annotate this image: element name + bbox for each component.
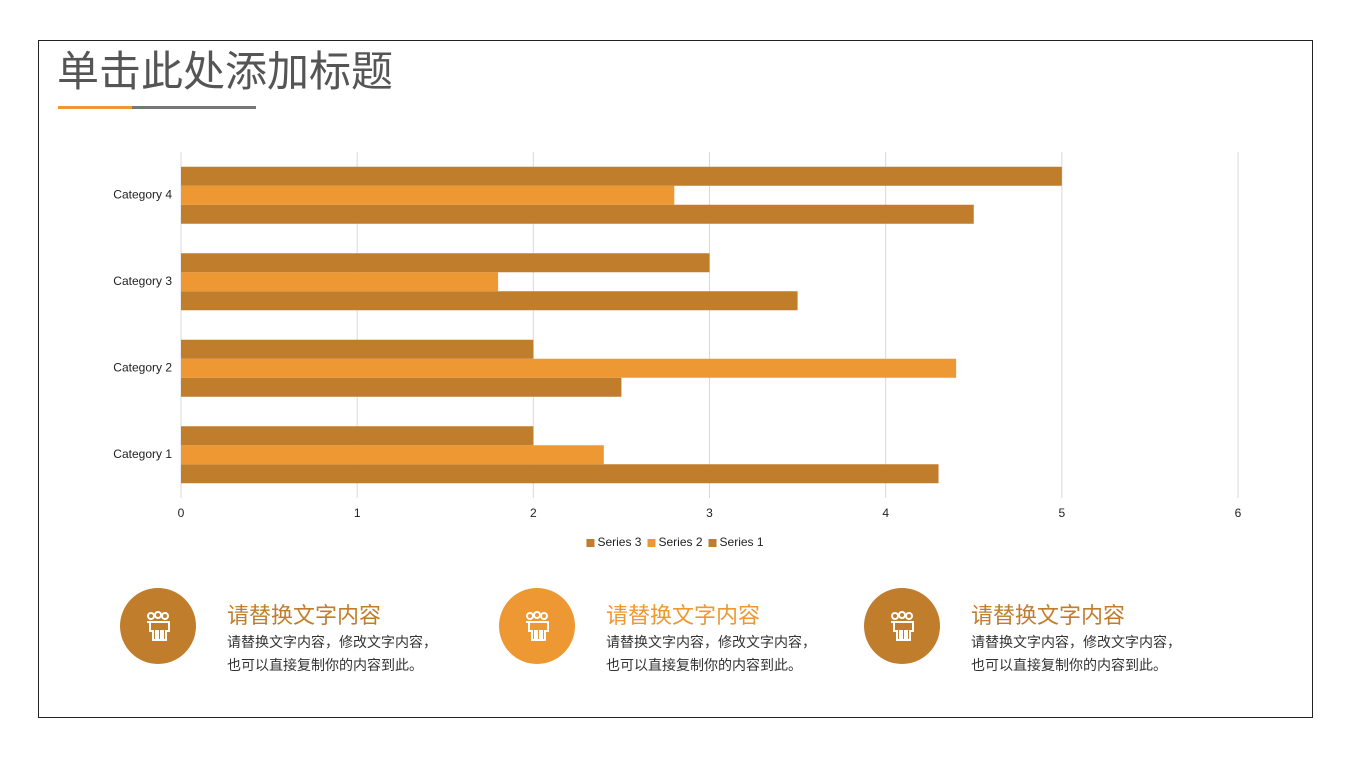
chart: 0 1 2 3 4 5 6 Category 1 Category 2 Category 3 Cat… <box>113 152 1242 549</box>
x-tick-label: 4 <box>882 506 889 520</box>
bar <box>181 426 534 446</box>
feature-heading: 请替换文字内容 <box>227 604 382 629</box>
legend-swatch <box>708 539 717 547</box>
feature-text: 请替换文字内容，修改文字内容， <box>971 635 1181 651</box>
bar <box>181 253 710 273</box>
y-tick-label: Category 1 <box>113 447 172 461</box>
feature: 请替换文字内容请替换文字内容，修改文字内容， 也可以直接复制你的内容到此。 <box>499 588 859 678</box>
feature-text: 请替换文字内容，修改文字内容， <box>227 635 437 651</box>
legend-swatch <box>647 539 656 547</box>
legend-swatch <box>586 539 595 547</box>
bar <box>181 272 499 292</box>
bar <box>181 358 957 378</box>
people-icon <box>891 611 914 641</box>
feature-circle <box>864 588 940 664</box>
bar <box>181 291 798 311</box>
x-tick-label: 1 <box>354 506 361 520</box>
feature: 请替换文字内容请替换文字内容，修改文字内容， 也可以直接复制你的内容到此。 <box>120 588 480 678</box>
bar <box>181 166 1062 186</box>
legend: Series 3 Series 2 Series 1 <box>586 535 764 549</box>
x-tick-label: 2 <box>530 506 537 520</box>
people-icon <box>526 611 549 641</box>
y-tick-label: Category 4 <box>113 187 172 201</box>
feature-circle <box>120 588 196 664</box>
feature-heading: 请替换文字内容 <box>971 604 1126 629</box>
y-tick-label: Category 3 <box>113 274 172 288</box>
bar <box>181 464 939 484</box>
bar <box>181 377 622 397</box>
bar <box>181 445 604 465</box>
feature-text: 也可以直接复制你的内容到此。 <box>227 658 423 674</box>
feature-circle <box>499 588 575 664</box>
x-tick-label: 6 <box>1235 506 1242 520</box>
feature: 请替换文字内容请替换文字内容，修改文字内容， 也可以直接复制你的内容到此。 <box>864 588 1224 678</box>
bar <box>181 339 534 359</box>
title-underline <box>132 106 256 109</box>
slide-frame <box>38 40 1313 718</box>
x-tick-label: 3 <box>706 506 713 520</box>
feature-text: 请替换文字内容，修改文字内容， <box>606 635 816 651</box>
bar <box>181 185 675 205</box>
x-tick-label: 5 <box>1058 506 1065 520</box>
people-icon <box>147 611 170 641</box>
legend-label: Series 1 <box>720 535 764 549</box>
feature-text: 也可以直接复制你的内容到此。 <box>606 658 802 674</box>
slide-title: 单击此处添加标题 <box>57 47 394 96</box>
legend-label: Series 3 <box>597 535 641 549</box>
x-tick-label: 0 <box>178 506 185 520</box>
feature-heading: 请替换文字内容 <box>606 604 761 629</box>
feature-text: 也可以直接复制你的内容到此。 <box>971 658 1167 674</box>
bar <box>181 204 974 224</box>
title-underline <box>58 106 132 109</box>
legend-label: Series 2 <box>658 535 702 549</box>
y-tick-label: Category 2 <box>113 360 172 374</box>
